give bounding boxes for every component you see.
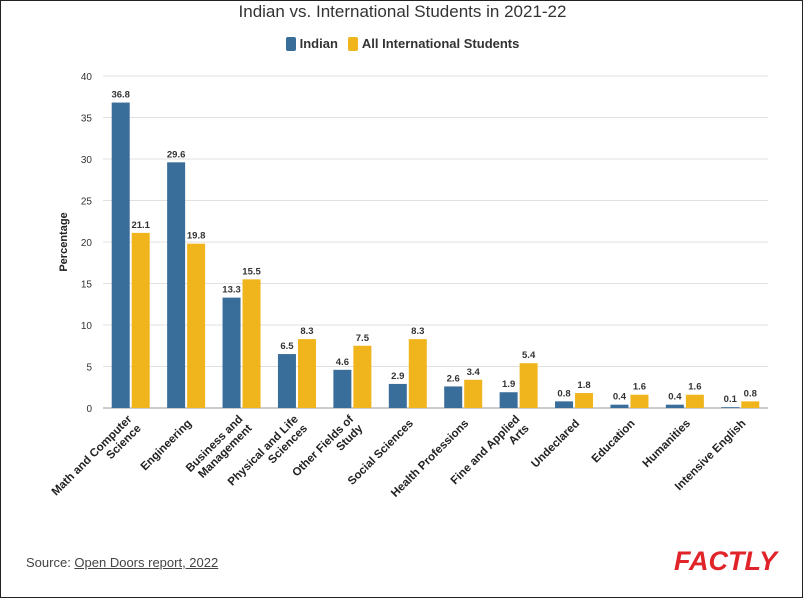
bar-indian [721, 407, 740, 408]
y-tick-label: 25 [81, 197, 93, 208]
y-tick-label: 10 [81, 321, 93, 332]
y-axis-label: Percentage [58, 212, 70, 271]
factly-logo: FACTLY [674, 546, 777, 576]
data-label: 7.5 [356, 333, 370, 344]
data-label: 8.3 [411, 326, 424, 337]
data-label: 0.8 [744, 388, 757, 399]
y-tick-label: 35 [81, 114, 93, 125]
data-label: 1.6 [688, 382, 701, 393]
bar-indian [665, 404, 684, 408]
bar-international [685, 394, 704, 408]
bar-international [630, 394, 649, 408]
bar-international [187, 243, 206, 408]
bar-international [131, 232, 150, 408]
x-tick-label: Humanities [641, 418, 693, 470]
x-tick-label-line: Math and Computer [50, 413, 135, 498]
x-tick-label-line: Undeclared [529, 418, 582, 471]
bar-international [575, 393, 594, 408]
data-label: 15.5 [242, 266, 261, 277]
bar-international [297, 339, 316, 408]
bar-international [242, 279, 261, 408]
bar-international [741, 401, 760, 408]
bar-indian [111, 102, 130, 408]
data-label: 13.3 [222, 285, 241, 296]
x-tick-label-line: Education [590, 418, 638, 466]
data-label: 5.4 [522, 350, 536, 361]
data-label: 29.6 [167, 149, 186, 160]
legend-swatch-indian [285, 36, 296, 51]
y-tick-label: 5 [86, 363, 92, 374]
bar-international [519, 363, 538, 408]
data-label: 8.3 [300, 326, 313, 337]
source-link[interactable]: Open Doors report, 2022 [74, 555, 219, 570]
bar-indian [167, 162, 186, 408]
legend-swatch-international [347, 36, 358, 51]
bar-indian [333, 369, 352, 408]
data-label: 19.8 [187, 231, 206, 242]
source-note: Source: Open Doors report, 2022 [26, 555, 218, 570]
y-tick-label: 40 [81, 72, 93, 83]
bar-indian [222, 297, 241, 408]
data-label: 1.8 [577, 380, 590, 391]
data-label: 0.8 [557, 388, 570, 399]
data-label: 1.9 [502, 379, 515, 390]
x-tick-label: Math and ComputerScience [50, 413, 144, 507]
data-label: 4.6 [336, 357, 349, 368]
data-label: 21.1 [131, 220, 150, 231]
chart-legend: Indian All International Students [0, 36, 805, 51]
data-label: 2.9 [391, 371, 404, 382]
legend-label-international: All International Students [361, 36, 520, 51]
bar-indian [610, 404, 629, 408]
bar-international [464, 379, 483, 408]
bar-indian [388, 383, 407, 408]
source-prefix: Source: [26, 555, 75, 570]
x-tick-label: Undeclared [529, 418, 582, 471]
bar-international [408, 339, 427, 408]
bar-indian [555, 401, 574, 408]
data-label: 0.1 [724, 394, 738, 405]
chart-title: Indian vs. International Students in 202… [238, 2, 567, 21]
data-label: 1.6 [633, 382, 646, 393]
data-label: 3.4 [467, 367, 481, 378]
data-label: 0.4 [668, 392, 682, 403]
x-tick-label-line: Humanities [641, 418, 693, 470]
data-label: 0.4 [613, 392, 627, 403]
legend-item-indian: Indian [285, 36, 338, 51]
bar-indian [499, 392, 518, 408]
y-tick-label: 15 [81, 280, 93, 291]
legend-label-indian: Indian [299, 36, 338, 51]
y-tick-label: 20 [81, 238, 93, 249]
data-label: 6.5 [280, 341, 294, 352]
data-label: 36.8 [111, 90, 130, 101]
bar-indian [277, 354, 296, 408]
data-label: 2.6 [447, 373, 460, 384]
bar-international [353, 345, 372, 408]
y-tick-label: 0 [86, 404, 92, 415]
legend-item-international: All International Students [347, 36, 520, 51]
x-tick-label: Education [590, 418, 638, 466]
bar-indian [444, 386, 463, 408]
y-tick-label: 30 [81, 155, 93, 166]
